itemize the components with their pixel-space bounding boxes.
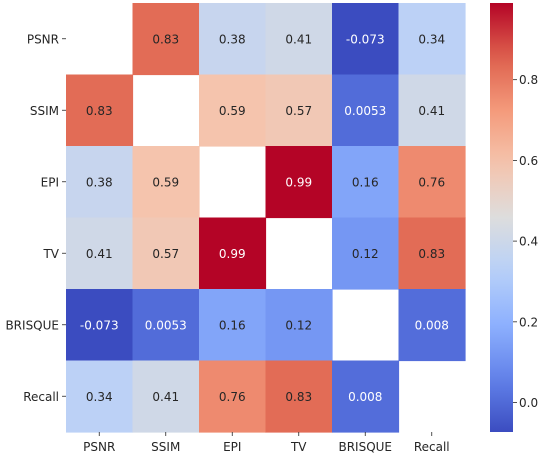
y-tick-label-brisque: BRISQUE — [5, 318, 59, 332]
y-tick-label-recall: Recall — [23, 390, 59, 404]
cell-value-label: -0.073 — [80, 318, 119, 332]
cell-value-label: 0.008 — [348, 390, 382, 404]
cell-value-label: 0.76 — [418, 175, 445, 189]
cell-value-label: 0.41 — [86, 247, 113, 261]
cell-value-label: 0.0053 — [145, 318, 187, 332]
x-tick-label-psnr: PSNR — [83, 440, 115, 454]
colorbar-gradient — [490, 3, 513, 432]
cell-value-label: 0.38 — [219, 32, 246, 46]
heatmap-cell-ssim-epi — [199, 74, 267, 147]
y-tick-label-psnr: PSNR — [27, 32, 59, 46]
heatmap-cell-epi-brisque — [332, 146, 400, 219]
heatmap-cell-recall-epi — [199, 360, 267, 433]
cell-value-label: 0.12 — [285, 318, 312, 332]
heatmap-cell-epi-recall — [398, 146, 466, 219]
cell-value-label: 0.16 — [352, 175, 379, 189]
colorbar-tick-label: 0.8 — [519, 73, 538, 87]
cell-value-label: 0.16 — [219, 318, 246, 332]
cell-value-label: 0.83 — [152, 32, 179, 46]
cell-value-label: 0.57 — [152, 247, 179, 261]
heatmap-cell-labels: 0.83 0.38 0.41 -0.073 0.34 0.83 0.59 0.57 0.0053… — [80, 32, 449, 404]
cell-value-label: 0.99 — [285, 175, 312, 189]
colorbar: 0.0 0.2 0.4 0.6 0.8 — [490, 3, 538, 432]
y-tick-label-epi: EPI — [41, 175, 59, 189]
heatmap-cell-brisque-psnr — [66, 289, 134, 362]
colorbar-tick-label: 0.2 — [519, 315, 538, 329]
heatmap-cell-psnr-brisque — [332, 3, 400, 76]
cell-value-label: 0.59 — [219, 104, 246, 118]
heatmap-cell-epi-ssim — [132, 146, 200, 219]
cell-value-label: -0.073 — [346, 32, 385, 46]
x-axis-ticks: PSNR SSIM EPI TV BRISQUE Recall — [83, 432, 450, 454]
cell-value-label: 0.83 — [418, 247, 445, 261]
colorbar-tick-label: 0.4 — [519, 235, 538, 249]
cell-value-label: 0.59 — [152, 175, 179, 189]
heatmap-cell-tv-recall — [398, 217, 466, 290]
x-tick-label-ssim: SSIM — [151, 440, 180, 454]
heatmap-cell-recall-ssim — [132, 360, 200, 433]
cell-value-label: 0.76 — [219, 390, 246, 404]
cell-value-label: 0.0053 — [344, 104, 386, 118]
heatmap-cell-psnr-tv — [265, 3, 333, 76]
heatmap-cell-tv-psnr — [66, 217, 134, 290]
heatmap-cell-ssim-tv — [265, 74, 333, 147]
heatmap-cell-recall-brisque — [332, 360, 400, 433]
cell-value-label: 0.38 — [86, 175, 113, 189]
cell-value-label: 0.34 — [86, 390, 113, 404]
cell-value-label: 0.008 — [415, 318, 449, 332]
heatmap-cell-ssim-psnr — [66, 74, 134, 147]
y-tick-label-ssim: SSIM — [30, 104, 59, 118]
heatmap-cell-psnr-ssim — [132, 3, 200, 76]
x-tick-label-recall: Recall — [414, 440, 450, 454]
heatmap-cell-tv-epi — [199, 217, 267, 290]
heatmap-cell-epi-psnr — [66, 146, 134, 219]
cell-value-label: 0.12 — [352, 247, 379, 261]
heatmap-cell-brisque-ssim — [132, 289, 200, 362]
y-tick-label-tv: TV — [42, 247, 59, 261]
heatmap-cell-recall-tv — [265, 360, 333, 433]
x-tick-label-tv: TV — [290, 440, 307, 454]
heatmap-cell-tv-ssim — [132, 217, 200, 290]
heatmap-cell-ssim-brisque — [332, 74, 400, 147]
heatmap-cell-psnr-recall — [398, 3, 466, 76]
cell-value-label: 0.83 — [285, 390, 312, 404]
x-tick-label-epi: EPI — [223, 440, 241, 454]
cell-value-label: 0.41 — [418, 104, 445, 118]
cell-value-label: 0.34 — [418, 32, 445, 46]
heatmap-cells — [66, 3, 466, 433]
heatmap-cell-tv-brisque — [332, 217, 400, 290]
heatmap-cell-brisque-recall — [398, 289, 466, 362]
cell-value-label: 0.99 — [219, 247, 246, 261]
heatmap-cell-psnr-epi — [199, 3, 267, 76]
colorbar-tick-label: 0.0 — [519, 396, 538, 410]
cell-value-label: 0.41 — [285, 32, 312, 46]
colorbar-tick-label: 0.6 — [519, 154, 538, 168]
cell-value-label: 0.57 — [285, 104, 312, 118]
heatmap-cell-ssim-recall — [398, 74, 466, 147]
cell-value-label: 0.41 — [152, 390, 179, 404]
heatmap-cell-epi-tv — [265, 146, 333, 219]
cell-value-label: 0.83 — [86, 104, 113, 118]
heatmap-cell-brisque-tv — [265, 289, 333, 362]
y-axis-ticks: PSNR SSIM EPI TV BRISQUE Recall — [5, 32, 66, 404]
heatmap-cell-recall-psnr — [66, 360, 134, 433]
heatmap-cell-brisque-epi — [199, 289, 267, 362]
x-tick-label-brisque: BRISQUE — [338, 440, 392, 454]
